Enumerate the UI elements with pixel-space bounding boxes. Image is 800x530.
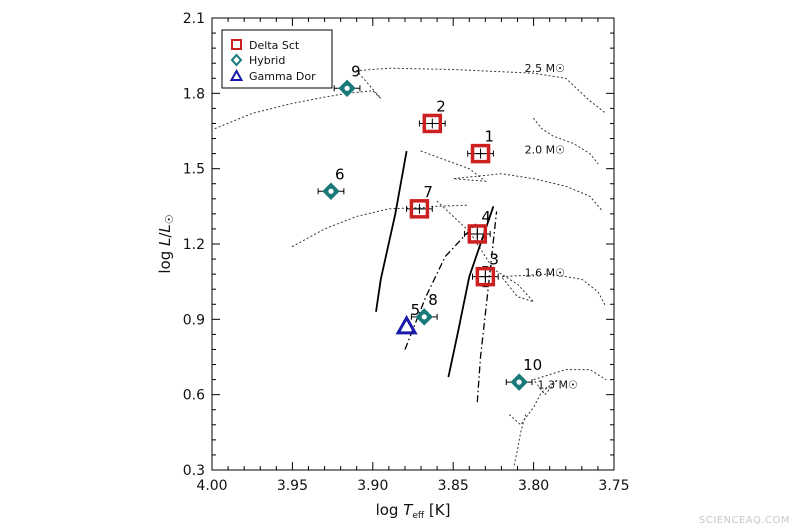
axis-ticks: 4.00 3.95 3.90 3.85 3.80 3.75 0.3 0.6 0.9 1.2 1.5 1…	[183, 11, 630, 494]
star-id-label: 4	[481, 208, 491, 226]
hybrid-marker-center	[421, 314, 427, 320]
x-tick-label: 3.80	[518, 478, 549, 494]
evolutionary-track	[436, 200, 607, 308]
evolutionary-track	[533, 117, 599, 165]
legend-label-delta-sct: Delta Sct	[249, 39, 300, 52]
mass-track-label: 2.0 M☉	[525, 144, 565, 157]
star-id-label: 8	[428, 291, 438, 309]
evolutionary-track	[291, 204, 470, 247]
legend-label-gamma-dor: Gamma Dor	[249, 70, 316, 83]
star-id-label: 5	[411, 301, 421, 319]
delta-sct-marker	[467, 224, 488, 244]
y-tick-label: 0.9	[183, 312, 205, 328]
x-tick-label: 4.00	[196, 478, 227, 494]
evolutionary-track	[420, 150, 604, 212]
y-tick-label: 1.8	[183, 86, 205, 102]
delta-sct-marker	[422, 113, 443, 134]
strip-edge-dashdot-line	[404, 223, 477, 350]
y-tick-label: 1.2	[183, 237, 205, 253]
delta-sct-marker	[470, 143, 491, 164]
data-points	[322, 79, 528, 391]
evolutionary-track	[509, 369, 607, 426]
y-tick-label: 2.1	[183, 11, 205, 27]
star-id-label: 10	[523, 356, 542, 374]
x-tick-label: 3.75	[598, 478, 629, 494]
delta-sct-marker	[475, 266, 496, 287]
x-axis-label: log Teff [K]	[376, 501, 451, 521]
legend-marker-hybrid	[230, 53, 243, 67]
y-axis-label: log L/L☉	[156, 214, 176, 273]
legend-label-hybrid: Hybrid	[249, 54, 285, 67]
hybrid-marker-center	[516, 379, 522, 385]
mass-track-label: 1.6 M☉	[525, 267, 565, 280]
legend: Delta Sct Hybrid Gamma Dor	[221, 29, 333, 89]
evolutionary-tracks	[214, 67, 607, 466]
mass-track-label: 1.3 M☉	[538, 378, 578, 391]
evolutionary-track	[513, 414, 527, 466]
point-labels: 1 2 3 4 7 6 8 9 10 5	[335, 62, 542, 374]
star-id-label: 7	[423, 183, 433, 201]
x-tick-label: 3.95	[277, 478, 308, 494]
legend-marker-gamma-dor	[229, 68, 244, 81]
mass-labels: 2.5 M☉ 2.0 M☉ 1.6 M☉ 1.3 M☉	[525, 62, 578, 391]
delta-sct-marker	[409, 199, 430, 219]
star-id-label: 3	[489, 251, 499, 269]
strip-edge-line	[375, 150, 408, 312]
watermark: SCIENCEAQ.COM	[698, 515, 790, 526]
mass-track-label: 2.5 M☉	[525, 62, 565, 75]
hybrid-marker-center	[328, 188, 334, 194]
star-id-label: 1	[485, 128, 495, 146]
star-id-label: 2	[436, 97, 446, 115]
hybrid-marker-center	[344, 85, 350, 91]
strip-edge-dashdot-line	[476, 211, 498, 403]
x-tick-label: 3.90	[357, 478, 388, 494]
y-tick-label: 0.3	[183, 463, 205, 479]
y-tick-label: 1.5	[183, 162, 205, 178]
gamma-dor-marker	[395, 314, 418, 335]
star-id-label: 9	[351, 62, 361, 80]
y-tick-label: 0.6	[183, 388, 205, 404]
x-tick-label: 3.85	[438, 478, 469, 494]
star-id-label: 6	[335, 165, 345, 183]
legend-marker-delta-sct	[231, 39, 242, 50]
